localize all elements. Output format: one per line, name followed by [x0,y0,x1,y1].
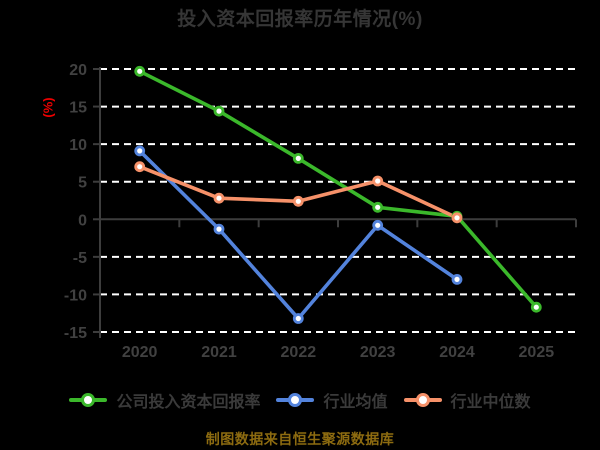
y-tick-label-5: 5 [78,175,87,192]
data-point-s3-2022 [292,195,304,207]
y-tick-label--10: -10 [64,287,87,304]
chart-title: 投入资本回报率历年情况(%) [177,9,423,30]
x-tick-label-2025: 2025 [519,344,555,361]
data-point-s1-2025 [530,301,542,313]
y-tick-label-0: 0 [78,212,87,229]
y-tick-label-15: 15 [69,100,87,117]
data-point-s3-2023 [372,175,384,187]
x-tick-label-2020: 2020 [122,344,158,361]
legend-dot-icon [81,393,96,407]
data-point-s2-2021 [213,223,225,235]
legend-item-1[interactable]: 公司投入资本回报率 [69,388,260,412]
data-point-s1-2021 [213,105,225,117]
x-tick-label-2023: 2023 [360,344,396,361]
x-tick-label-2024: 2024 [439,344,475,361]
data-point-s1-2023 [372,201,384,213]
legend-marker-icon [276,393,315,407]
y-tick-label--5: -5 [73,250,87,267]
y-tick-label-20: 20 [69,62,87,79]
x-tick-label-2021: 2021 [201,344,237,361]
data-point-s2-2023 [372,219,384,231]
legend-marker-icon [69,393,108,407]
series-line-1 [137,69,539,310]
data-source-note: 制图数据来自恒生聚源数据库 [205,431,395,447]
legend-item-2[interactable]: 行业均值 [276,388,388,412]
legend-dot-icon [288,393,303,407]
legend-label: 行业中位数 [450,394,531,411]
legend-label: 公司投入资本回报率 [116,394,261,411]
data-point-s2-2020 [134,145,146,157]
data-point-s2-2024 [451,273,463,285]
legend-label: 行业均值 [323,394,388,411]
data-point-s1-2020 [134,65,146,77]
data-point-s3-2021 [213,192,225,204]
series-line-2 [137,149,459,321]
legend-marker-icon [403,393,442,407]
y-tick-label--15: -15 [64,325,87,342]
legend-dot-icon [415,393,430,407]
y-tick-label-10: 10 [69,137,87,154]
legend-item-3[interactable]: 行业中位数 [403,388,531,412]
data-point-s1-2022 [292,152,304,164]
x-tick-label-2022: 2022 [281,344,317,361]
data-point-s3-2020 [134,161,146,173]
data-point-s3-2024 [451,212,463,224]
data-point-s2-2022 [292,313,304,324]
chart-legend: 公司投入资本回报率 行业均值 行业中位数 [0,388,600,412]
